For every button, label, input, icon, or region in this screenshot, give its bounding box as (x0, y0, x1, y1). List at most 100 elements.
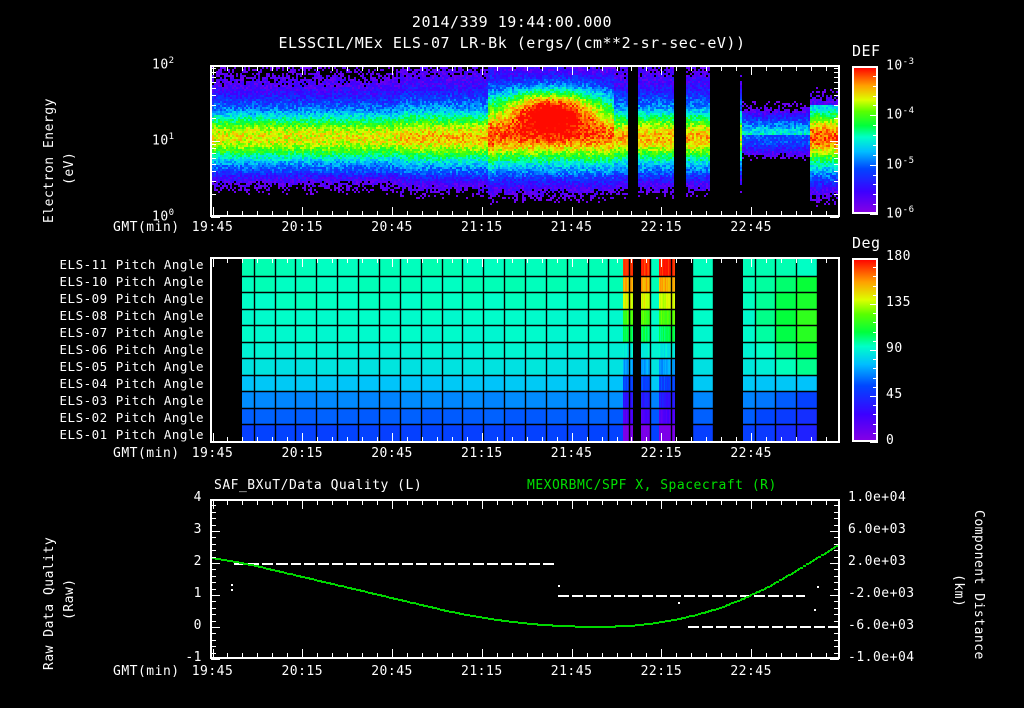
bottom-ytick-mark (211, 518, 216, 519)
data-quality-and-distance (212, 501, 838, 657)
bottom-panel-xtick-mark (796, 500, 797, 505)
deg-colorbar-tick-mark (873, 405, 878, 406)
bottom-ytick-mark (211, 601, 216, 602)
bottom-panel-xtick-mark (482, 649, 483, 658)
deg-colorbar-tick-mark (870, 304, 878, 305)
pitch-angle-plot-frame (210, 257, 840, 443)
def-colorbar-tick-mark (870, 115, 878, 116)
middle-panel-xtick-mark (781, 258, 782, 263)
bottom-ytick-mark (211, 525, 216, 526)
bottom-ytick-mark (211, 646, 216, 647)
middle-panel-xtick-mark (272, 437, 273, 442)
bottom-panel-xtick-mark (213, 649, 214, 658)
deg-colorbar-tick-mark (873, 368, 878, 369)
pitch-angle-row-label: ELS-02 Pitch Angle (59, 409, 204, 425)
bottom-panel-xtick-mark (452, 653, 453, 658)
top-panel-xtick-mark (452, 66, 453, 71)
bottom-panel-xtick-mark (766, 653, 767, 658)
bottom-panel-title-right: MEXORBMC/SPF X, Spacecraft (R) (527, 478, 777, 493)
bottom-panel-xtick-mark (736, 653, 737, 658)
pitch-angle-row-label: ELS-08 Pitch Angle (59, 308, 204, 324)
top-panel-xtick-mark (497, 211, 498, 216)
bottom-ytick-mark (834, 557, 839, 558)
top-ytick-mark (211, 181, 216, 182)
bottom-panel-xtick-mark (766, 500, 767, 505)
top-ytick-mark (211, 148, 216, 149)
pitch-angle-row-label: ELS-09 Pitch Angle (59, 291, 204, 307)
bottom-panel-xtick-mark (811, 653, 812, 658)
bottom-panel-xtick-mark (602, 653, 603, 658)
top-panel-xtick-mark (272, 211, 273, 216)
top-ytick-mark (211, 164, 216, 165)
top-panel-xtick-label: 22:15 (640, 220, 683, 235)
def-colorbar-tick-mark (873, 184, 878, 185)
top-panel-xtick-mark (661, 207, 662, 216)
top-ytick-label: 100 (152, 208, 175, 224)
bottom-panel-xtick-mark (452, 500, 453, 505)
deg-colorbar-tick-mark (873, 286, 878, 287)
bottom-ytick-mark (834, 640, 839, 641)
top-panel-xtick-mark (362, 211, 363, 216)
bottom-ytick-mark (834, 525, 839, 526)
top-panel-xtick-mark (362, 66, 363, 71)
pitch-angle-row-label: ELS-10 Pitch Angle (59, 274, 204, 290)
top-ytick-mark (834, 158, 839, 159)
bottom-panel-xtick-mark (377, 653, 378, 658)
deg-colorbar-tick: 45 (886, 387, 903, 402)
bottom-ytick-label-right: -1.0e+04 (848, 650, 915, 665)
bottom-panel-xtick-mark (362, 500, 363, 505)
bottom-panel-xtick-mark (422, 500, 423, 505)
top-panel-xtick-mark (467, 211, 468, 216)
top-panel-xtick-mark (602, 66, 603, 71)
data-quality-plot-frame (210, 499, 840, 659)
bottom-panel-xtick-mark (332, 500, 333, 505)
bottom-ytick-mark (834, 518, 839, 519)
top-panel-xtick-mark (407, 66, 408, 71)
deg-colorbar-tick-mark (873, 433, 878, 434)
deg-colorbar-tick: 180 (886, 249, 911, 264)
middle-panel-xtick-mark (347, 258, 348, 263)
top-ytick-mark (834, 153, 839, 154)
bottom-panel-xtick-label: 21:15 (461, 664, 503, 679)
middle-panel-xtick-mark (512, 437, 513, 442)
top-panel-xtick-mark (587, 211, 588, 216)
middle-panel-xtick-mark (796, 437, 797, 442)
bottom-panel-xtick-mark (557, 500, 558, 505)
top-panel-xtick-label: 21:45 (550, 220, 593, 235)
middle-panel-xtick-mark (721, 258, 722, 263)
middle-panel-xtick-mark (332, 258, 333, 263)
top-panel-xtick-mark (617, 66, 618, 71)
bottom-panel-xtick-mark (497, 500, 498, 505)
top-ytick-mark (211, 144, 216, 145)
middle-panel-xtick-mark (796, 258, 797, 263)
top-panel-xtick-mark (287, 66, 288, 71)
middle-panel-xtick-mark (422, 437, 423, 442)
def-colorbar-tick-mark (873, 125, 878, 126)
middle-panel-xtick-mark (766, 258, 767, 263)
bottom-panel-xtick-mark (497, 653, 498, 658)
top-panel-ylabel-line2: (eV) (62, 151, 77, 185)
bottom-ytick-mark (211, 589, 216, 590)
def-colorbar-tick-mark (873, 194, 878, 195)
bottom-panel-ylabel-right-line2: (km) (951, 574, 966, 608)
middle-panel-xtick-mark (227, 437, 228, 442)
bottom-panel-xtick-mark (781, 500, 782, 505)
middle-panel-xtick-mark (826, 258, 827, 263)
top-ytick-mark (834, 148, 839, 149)
middle-panel-xtick-mark (272, 258, 273, 263)
middle-panel-xtick-mark (527, 437, 528, 442)
deg-colorbar-tick-mark (873, 313, 878, 314)
bottom-ytick-label-right: 1.0e+04 (848, 490, 907, 505)
middle-panel-xtick-label: 20:15 (281, 446, 324, 461)
bottom-ytick-mark (211, 640, 216, 641)
def-tick-mantissa: 10 (886, 206, 903, 222)
def-colorbar-title: DEF (852, 42, 881, 60)
deg-colorbar-tick-mark (870, 258, 878, 259)
middle-panel-xtick-mark (676, 437, 677, 442)
top-panel-xtick-mark (557, 211, 558, 216)
top-panel-xtick-mark (317, 66, 318, 71)
bottom-ytick-mark (211, 499, 220, 500)
top-ytick-mark (834, 105, 839, 106)
top-panel-xtick-mark (572, 207, 573, 216)
bottom-ytick-mark (211, 576, 216, 577)
